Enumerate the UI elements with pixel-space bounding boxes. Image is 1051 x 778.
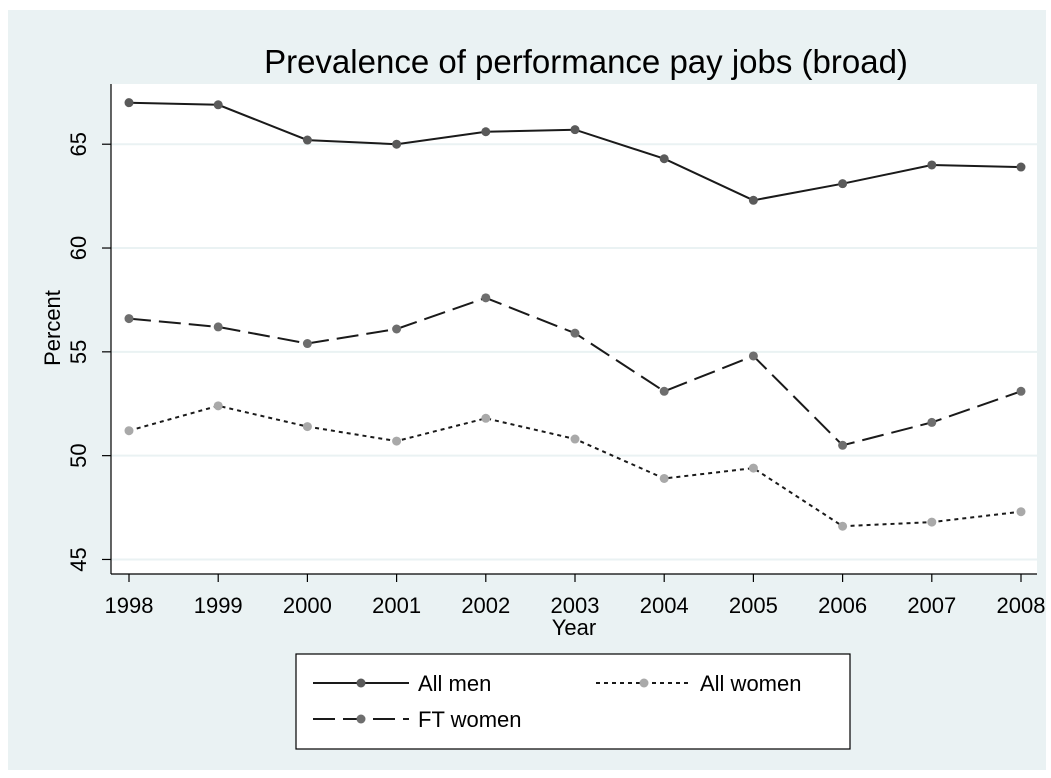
data-point-ft-women (1016, 386, 1026, 396)
data-point-all-women (570, 434, 580, 444)
data-point-ft-women (927, 417, 937, 427)
legend-label-ft-women: FT women (418, 707, 522, 732)
x-tick-label: 2001 (372, 593, 421, 618)
data-point-all-women (481, 413, 491, 423)
y-tick-label: 55 (66, 340, 91, 364)
x-tick-label: 2005 (729, 593, 778, 618)
y-tick-label: 50 (66, 443, 91, 467)
y-tick-label: 60 (66, 236, 91, 260)
data-point-all-women (213, 401, 223, 411)
y-tick-label: 45 (66, 547, 91, 571)
data-point-all-men (927, 160, 937, 170)
data-point-all-men (392, 139, 402, 149)
data-point-all-women (748, 463, 758, 473)
x-tick-label: 2007 (907, 593, 956, 618)
data-point-all-women (124, 426, 134, 436)
x-tick-label: 1998 (105, 593, 154, 618)
data-point-ft-women (392, 324, 402, 334)
data-point-ft-women (124, 314, 134, 324)
data-point-ft-women (213, 322, 223, 332)
x-axis-label: Year (552, 615, 596, 640)
data-point-ft-women (481, 293, 491, 303)
series-ft-women (124, 293, 1026, 450)
data-point-all-women (838, 521, 848, 531)
x-tick-label: 2003 (551, 593, 600, 618)
y-axis-label: Percent (40, 290, 65, 366)
series-all-women (124, 401, 1026, 531)
x-tick-label: 1999 (194, 593, 243, 618)
data-point-all-men (570, 125, 580, 135)
series-layer (124, 98, 1026, 531)
legend-marker-all-men (356, 678, 366, 688)
data-point-ft-women (302, 339, 312, 349)
data-point-all-women (1016, 507, 1026, 517)
data-point-all-men (481, 127, 491, 137)
x-tick-label: 2008 (997, 593, 1046, 618)
data-point-all-men (302, 135, 312, 145)
data-point-ft-women (570, 328, 580, 338)
data-point-all-men (1016, 162, 1026, 172)
data-point-ft-women (838, 440, 848, 450)
chart-title: Prevalence of performance pay jobs (broa… (264, 43, 908, 80)
data-point-all-men (124, 98, 134, 108)
data-point-all-men (659, 154, 669, 164)
data-point-all-women (302, 422, 312, 432)
data-point-all-women (392, 436, 402, 446)
legend-box (295, 653, 851, 750)
data-point-all-men (748, 195, 758, 205)
series-all-men (124, 98, 1026, 205)
axes: 45 50 55 60 65 1998 1999 2000 2001 2002 2003 2004 20… (66, 84, 1045, 618)
data-point-all-women (927, 517, 937, 527)
legend-marker-ft-women (356, 714, 366, 724)
legend: All men All women FT women (295, 653, 851, 750)
x-tick-label: 2004 (640, 593, 689, 618)
x-tick-label: 2006 (818, 593, 867, 618)
legend-label-all-women: All women (700, 671, 801, 696)
data-point-ft-women (748, 351, 758, 361)
gridlines (111, 143, 1037, 561)
figure-caption (2, 0, 402, 4)
x-tick-label: 2000 (283, 593, 332, 618)
legend-marker-all-women (639, 678, 649, 688)
data-point-all-women (659, 473, 669, 483)
data-point-all-men (838, 179, 848, 189)
data-point-ft-women (659, 386, 669, 396)
y-tick-label: 65 (66, 132, 91, 156)
legend-label-all-men: All men (418, 671, 491, 696)
data-point-all-men (213, 100, 223, 110)
x-tick-label: 2002 (461, 593, 510, 618)
